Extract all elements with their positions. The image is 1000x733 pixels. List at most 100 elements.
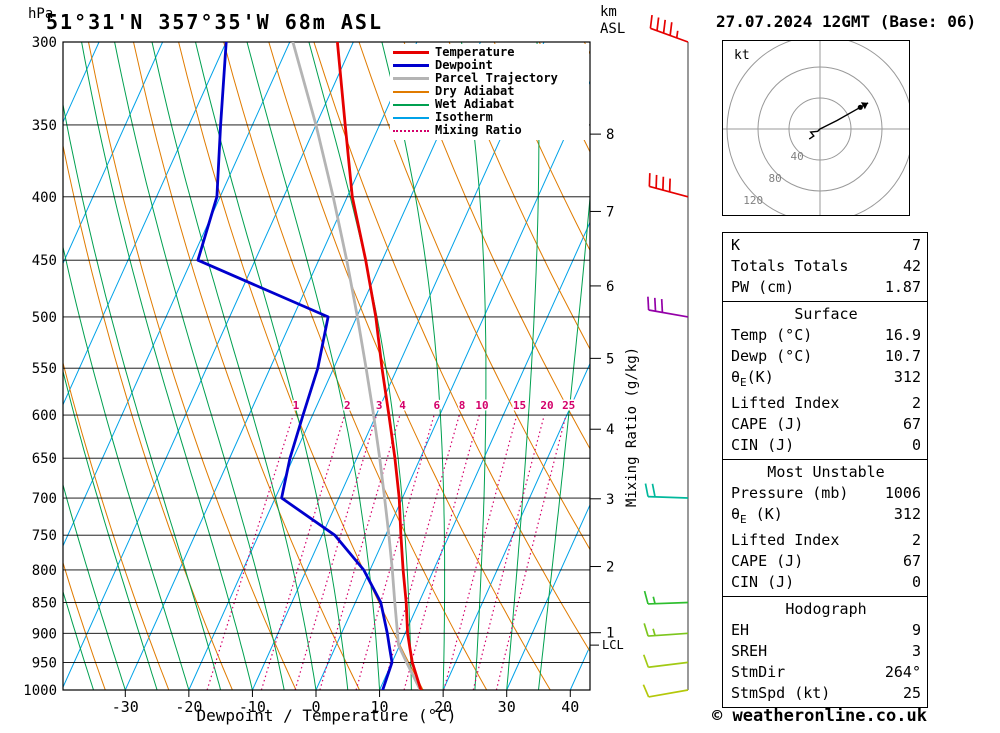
table-row: CAPE (J) 67 (731, 414, 921, 435)
svg-text:0: 0 (311, 698, 320, 716)
legend-label: Dry Adiabat (435, 84, 515, 98)
legend-line-temperature (393, 51, 429, 54)
svg-text:4: 4 (399, 399, 406, 412)
legend-label: Parcel Trajectory (435, 71, 558, 85)
svg-text:4: 4 (606, 422, 614, 438)
legend-label: Dewpoint (435, 58, 493, 72)
svg-text:3: 3 (606, 492, 614, 508)
table-row: Lifted Index 2 (731, 530, 921, 551)
table-row-value: 264° (884, 663, 921, 681)
table-row-value: 25 (902, 684, 921, 702)
table-row-label: Lifted Index (731, 394, 840, 412)
table-row: Temp (°C) 16.9 (731, 325, 921, 346)
svg-text:10: 10 (475, 399, 488, 412)
svg-text:6: 6 (433, 399, 440, 412)
hodograph-arrow-head (860, 102, 869, 110)
mixing-ratio-lines (206, 414, 567, 690)
hodograph-trace (808, 106, 861, 140)
legend-label: Mixing Ratio (435, 123, 522, 137)
svg-text:1: 1 (293, 399, 300, 412)
footer-credit: © weatheronline.co.uk (712, 706, 927, 726)
theta-e-subscript: E (740, 376, 747, 389)
table-row-value: 7 (911, 236, 921, 254)
table-row: PW (cm) 1.87 (731, 277, 921, 298)
table-row: θE (K) 312 (731, 504, 921, 530)
legend-line-dry_adiabat (393, 90, 429, 93)
legend-line-parcel (393, 77, 429, 80)
table-row-value: 3 (911, 642, 921, 660)
table-row-label: CAPE (J) (731, 552, 804, 570)
table-row: θE(K) 312 (731, 367, 921, 393)
pressure-unit-label: hPa (28, 6, 54, 22)
svg-text:10: 10 (371, 698, 389, 716)
svg-text:3: 3 (376, 399, 383, 412)
table-row-label: Lifted Index (731, 531, 840, 549)
table-row-value: 2 (911, 394, 921, 412)
table-row: Totals Totals 42 (731, 256, 921, 277)
svg-text:300: 300 (32, 35, 57, 51)
legend-item: Dewpoint (393, 59, 589, 72)
x-axis-label: Dewpoint / Temperature (°C) (196, 706, 457, 725)
table-row: SREH 3 (731, 641, 921, 662)
table-row-value: 9 (911, 621, 921, 639)
table-row: CAPE (J) 67 (731, 551, 921, 572)
legend-label: Isotherm (435, 110, 493, 124)
table-row-label: PW (cm) (731, 278, 795, 296)
hodograph-ring-label: 40 (790, 150, 803, 163)
table-row: StmDir 264° (731, 662, 921, 683)
table-row-value: 10.7 (884, 347, 921, 365)
temperature-tick-labels: -30 -20 -10 0 10 20 30 40 (112, 698, 580, 716)
table-row-label: EH (731, 621, 750, 639)
wind-barbs (642, 14, 689, 698)
wind-barb (647, 296, 689, 318)
legend-item: Isotherm (393, 111, 589, 124)
svg-text:5: 5 (606, 351, 614, 367)
wind-barb (649, 14, 689, 43)
svg-text:600: 600 (32, 408, 57, 424)
theta-e-subscript: E (740, 513, 747, 526)
svg-text:-30: -30 (112, 698, 139, 716)
svg-text:20: 20 (434, 698, 452, 716)
table-row-value: 2 (911, 531, 921, 549)
legend-line-dewpoint (393, 64, 429, 67)
table-row-value: 1006 (884, 484, 921, 502)
wind-barb (643, 623, 689, 637)
temperature-ticks (124, 690, 571, 697)
table-row-label: θE (K) (731, 505, 783, 526)
svg-text:40: 40 (561, 698, 579, 716)
wind-barb (648, 173, 689, 198)
station-title: 51°31'N 357°35'W 68m ASL (46, 10, 383, 34)
table-row-label: CIN (J) (731, 573, 795, 591)
table-row-value: 67 (902, 552, 921, 570)
table-row-label: Totals Totals (731, 257, 849, 275)
table-row: CIN (J) 0 (731, 435, 921, 456)
svg-text:15: 15 (513, 399, 526, 412)
table-row-value: 42 (902, 257, 921, 275)
altitude-unit-km: km (600, 4, 617, 20)
table-row-label: Dewp (°C) (731, 347, 813, 365)
table-section-title: Most Unstable (767, 463, 885, 481)
table-row: Dewp (°C) 10.7 (731, 346, 921, 367)
legend-item: Temperature (393, 46, 589, 59)
legend-item: Mixing Ratio (393, 124, 589, 137)
table-row: EH 9 (731, 620, 921, 641)
table-row: StmSpd (kt) 25 (731, 683, 921, 704)
legend-label: Temperature (435, 45, 515, 59)
table-row-label: StmSpd (kt) (731, 684, 831, 702)
table-row-value: 0 (911, 573, 921, 591)
svg-text:2: 2 (344, 399, 351, 412)
altitude-unit-label: km ASL (600, 4, 625, 38)
mixing-ratio-labels: 1 2 3 4 6 8 10 15 20 25 (291, 398, 577, 414)
svg-text:550: 550 (32, 361, 57, 377)
svg-text:8: 8 (459, 399, 466, 412)
table-row: CIN (J) 0 (731, 572, 921, 593)
chart-legend: Temperature Dewpoint Parcel Trajectory Dry … (390, 44, 589, 140)
hodograph-ring (788, 97, 852, 161)
hodograph-end-marker (857, 104, 863, 110)
table-row-label: θE(K) (731, 368, 774, 389)
svg-text:900: 900 (32, 626, 57, 642)
legend-line-mixing_ratio (393, 129, 429, 132)
table-row-label: StmDir (731, 663, 786, 681)
table-row-value: 16.9 (884, 326, 921, 344)
